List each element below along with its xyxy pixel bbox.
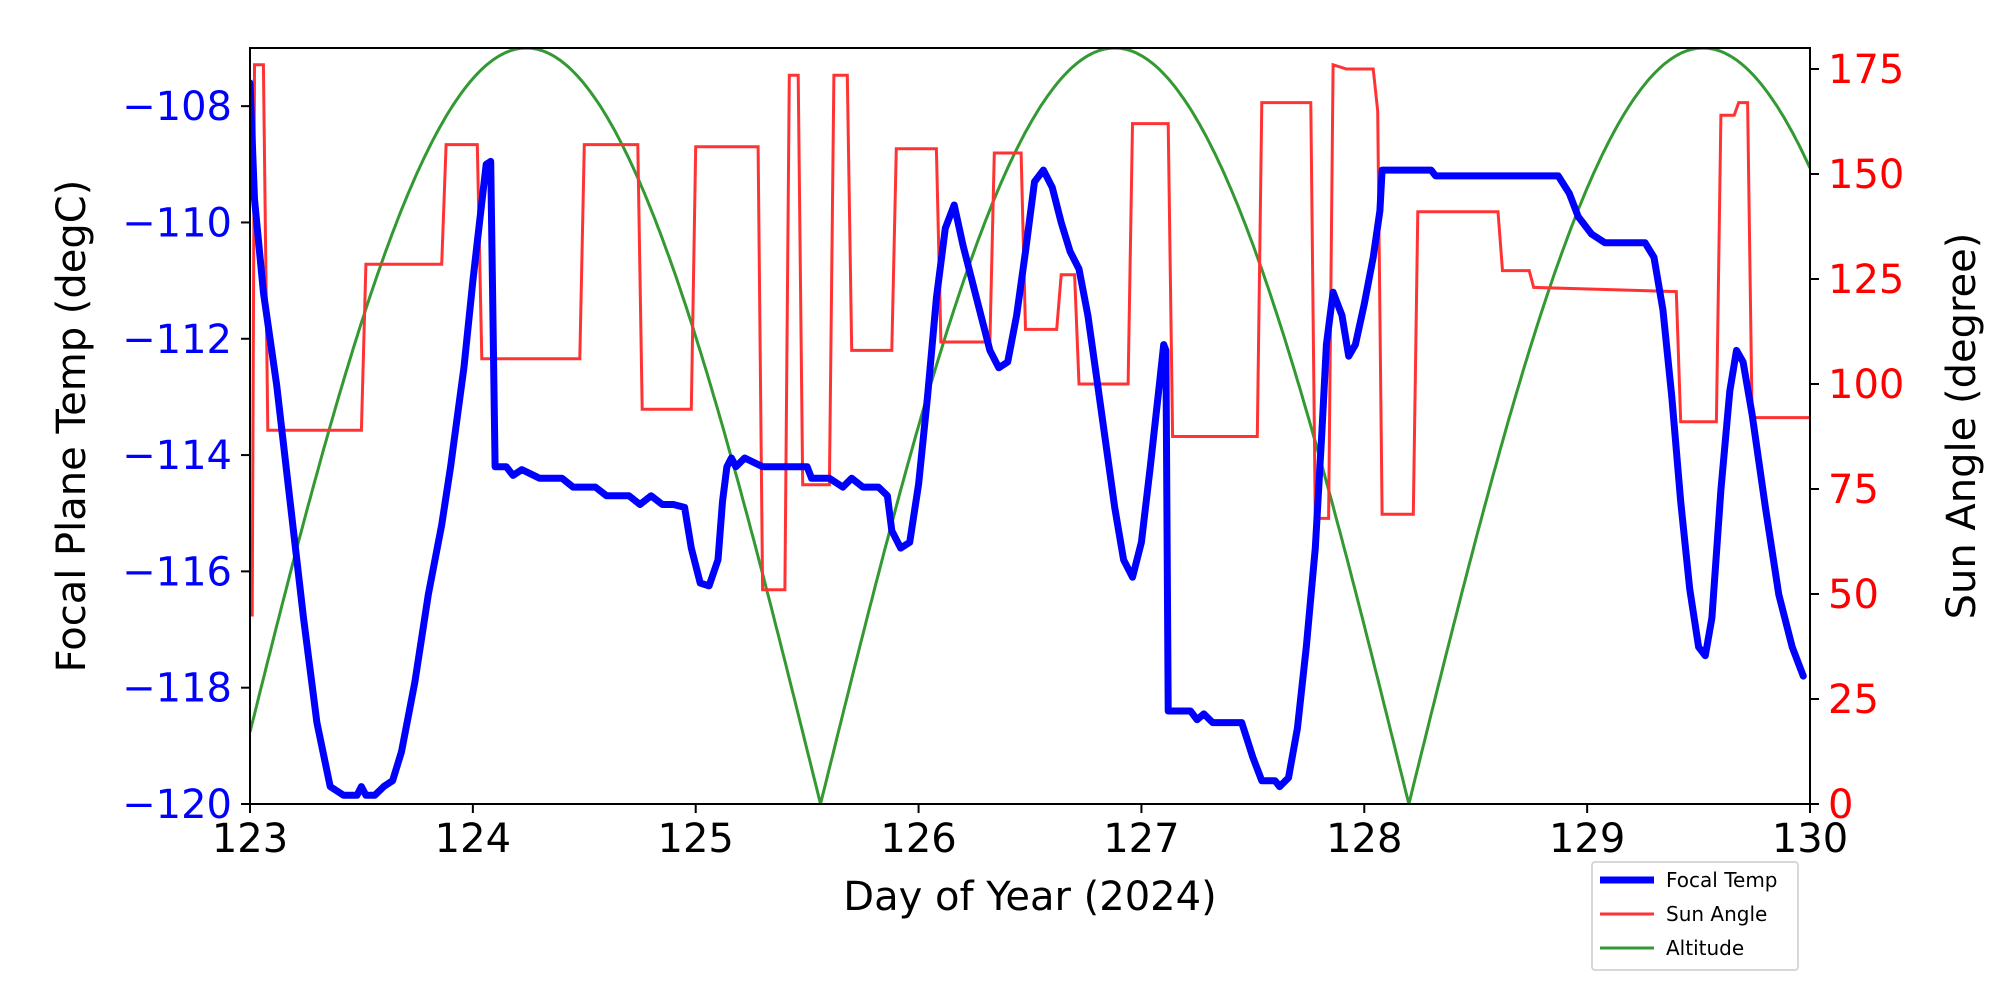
y-right-tick-label: 100: [1828, 362, 1904, 408]
y-left-tick-label: −110: [122, 200, 232, 246]
y-left-tick-label: −108: [122, 84, 232, 130]
x-tick-label: 123: [212, 816, 288, 862]
x-tick-label: 126: [880, 816, 956, 862]
plot-frame: [249, 47, 1811, 805]
y-right-tick-label: 0: [1828, 782, 1853, 828]
y-left-tick-label: −120: [122, 782, 232, 828]
y-right-tick-label: 50: [1828, 572, 1879, 618]
series-line-altitude: [250, 48, 1810, 804]
legend-label-sun-angle: Sun Angle: [1666, 902, 1767, 926]
y-left-tick-label: −116: [122, 549, 232, 595]
y-right-tick-label: 125: [1828, 257, 1904, 303]
x-tick-label: 130: [1772, 816, 1848, 862]
legend-box: [1591, 861, 1799, 971]
legend-label-altitude: Altitude: [1666, 936, 1744, 960]
legend-label-focal-temp: Focal Temp: [1666, 868, 1778, 892]
x-tick-label: 128: [1326, 816, 1402, 862]
y-right-axis-title: Sun Angle (degree): [1939, 233, 1985, 620]
y-right-tick-label: 75: [1828, 467, 1879, 513]
x-tick-label: 125: [658, 816, 734, 862]
y-left-axis-title: Focal Plane Temp (degC): [49, 180, 95, 673]
x-axis-title: Day of Year (2024): [843, 874, 1216, 920]
series-line-sun-angle: [250, 62, 1810, 617]
series-line-focal-temp: [250, 79, 1807, 799]
x-tick-label: 127: [1103, 816, 1179, 862]
y-right-tick-label: 150: [1828, 152, 1904, 198]
y-right-tick-label: 175: [1828, 47, 1904, 93]
x-tick-label: 124: [435, 816, 511, 862]
y-left-tick-label: −114: [122, 433, 232, 479]
y-right-tick-label: 25: [1828, 677, 1879, 723]
x-tick-label: 129: [1549, 816, 1625, 862]
y-left-tick-label: −112: [122, 317, 232, 363]
y-left-tick-label: −118: [122, 666, 232, 712]
legend: Focal Temp Sun Angle Altitude: [1591, 861, 1799, 971]
